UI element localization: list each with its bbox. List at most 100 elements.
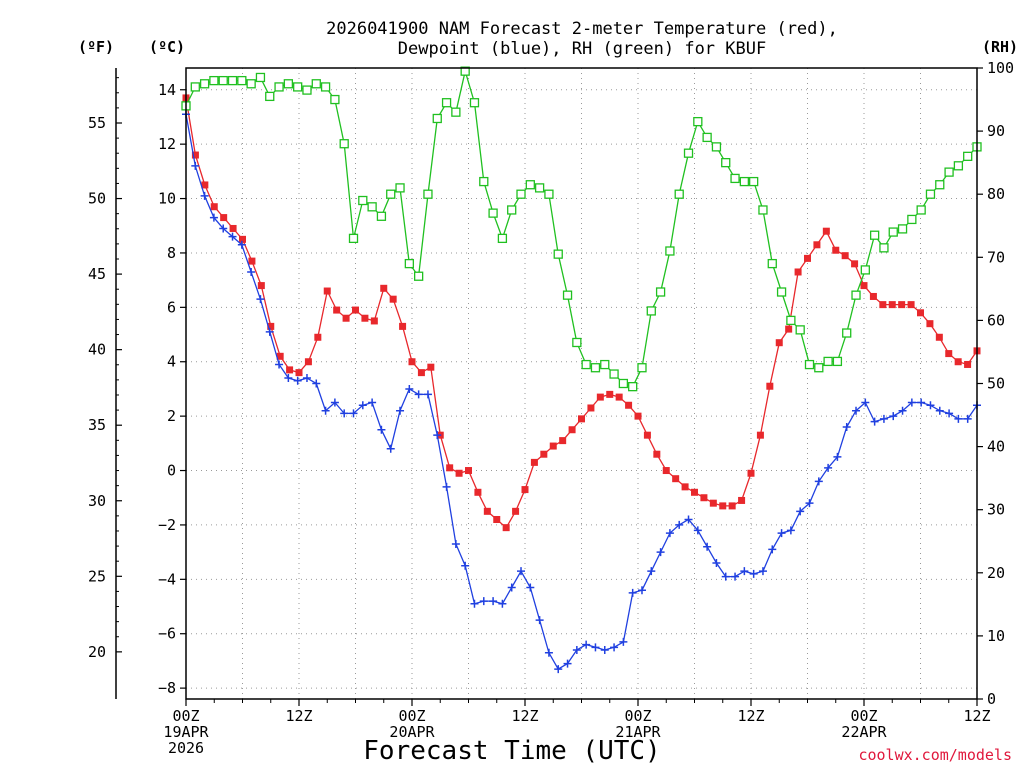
temperature-point xyxy=(502,524,510,532)
series-temperature xyxy=(182,94,981,532)
temperature-point xyxy=(465,467,472,475)
dewpoint-point xyxy=(628,588,637,597)
temperature-point xyxy=(201,181,209,189)
dewpoint-point xyxy=(423,390,432,399)
rh-point xyxy=(693,116,703,127)
temperature-point xyxy=(333,306,341,314)
dewpoint-point xyxy=(777,529,786,538)
rh-point xyxy=(823,356,833,367)
rh-point xyxy=(851,290,861,300)
temperature-point xyxy=(964,360,972,368)
celsius-tick-label: 14 xyxy=(158,81,176,99)
temperature-point xyxy=(917,309,924,317)
dewpoint-point xyxy=(954,414,963,423)
rh-point xyxy=(758,205,768,215)
rh-point xyxy=(907,214,917,225)
dewpoint-point xyxy=(433,431,442,440)
dewpoint-point xyxy=(870,417,879,426)
dewpoint-point xyxy=(247,267,256,276)
temperature-point xyxy=(653,450,661,458)
celsius-tick-label: −2 xyxy=(158,516,176,534)
celsius-tick-label: 12 xyxy=(158,135,176,153)
x-tick-label: 00Z xyxy=(850,707,877,725)
temperature-point xyxy=(832,246,840,254)
rh-point xyxy=(516,189,526,199)
dewpoint-point xyxy=(963,414,972,423)
rh-point xyxy=(386,189,396,199)
rh-point xyxy=(609,369,619,379)
celsius-tick-label: 8 xyxy=(167,244,176,262)
dewpoint-point xyxy=(377,425,386,434)
temperature-point xyxy=(625,401,633,409)
dewpoint-point xyxy=(647,567,656,576)
rh-point xyxy=(293,82,303,92)
dewpoint-point xyxy=(442,482,451,491)
rh-point xyxy=(376,211,387,221)
dewpoint-point xyxy=(665,529,674,538)
dewpoint-point xyxy=(796,507,805,516)
x-tick-label: 2026 xyxy=(168,739,204,757)
temperature-point xyxy=(342,314,350,322)
temperature-point xyxy=(323,287,331,295)
rh-point xyxy=(628,382,638,392)
rh-point xyxy=(199,79,210,89)
rh-point xyxy=(581,359,591,370)
rh-point xyxy=(311,79,321,89)
temperature-point xyxy=(879,301,887,309)
celsius-tick-label: −4 xyxy=(158,570,176,588)
temperature-point xyxy=(493,515,501,523)
dewpoint-point xyxy=(703,542,712,551)
celsius-tick-label: 6 xyxy=(167,298,176,316)
rh-point xyxy=(469,98,480,108)
rh-point xyxy=(897,224,908,234)
rh-tick-label: 100 xyxy=(987,59,1014,77)
dewpoint-point xyxy=(712,559,721,568)
dewpoint-point xyxy=(619,637,628,646)
rh-point xyxy=(190,82,200,92)
dewpoint-point xyxy=(945,409,954,418)
temperature-point xyxy=(229,224,237,232)
temperature-point xyxy=(257,282,265,290)
temperature-point xyxy=(926,320,934,328)
celsius-tick-label: 0 xyxy=(167,462,176,480)
rh-point xyxy=(413,271,424,281)
rh-tick-label: 20 xyxy=(987,564,1005,582)
temperature-point xyxy=(738,496,746,504)
dewpoint-point xyxy=(265,327,274,336)
dewpoint-point xyxy=(693,526,702,535)
x-tick-label: 00Z xyxy=(398,707,425,725)
dewpoint-point xyxy=(554,665,563,674)
temperature-point xyxy=(512,507,520,515)
rh-point xyxy=(497,233,508,244)
dewpoint-point xyxy=(302,374,311,383)
temperature-point xyxy=(314,333,322,341)
temperature-point xyxy=(276,352,284,360)
dewpoint-point xyxy=(889,412,898,421)
temperature-point xyxy=(672,475,680,483)
dewpoint-point xyxy=(721,572,730,581)
rh-point xyxy=(590,363,601,373)
dewpoint-point xyxy=(907,398,916,407)
temperature-point xyxy=(634,412,642,420)
rh-point xyxy=(702,132,712,143)
rh-point xyxy=(404,258,414,269)
dewpoint-point xyxy=(526,583,535,592)
chart-title-line-1: 2026041900 NAM Forecast 2-meter Temperat… xyxy=(326,19,838,39)
dewpoint-point xyxy=(572,646,581,655)
temperature-point xyxy=(700,494,708,502)
dewpoint-point xyxy=(451,539,460,548)
dewpoint-point xyxy=(368,398,377,407)
temperature-point xyxy=(775,339,783,347)
temperature-point xyxy=(587,404,595,412)
dewpoint-point xyxy=(833,452,842,461)
temperature-point xyxy=(389,295,397,303)
chart-title-line-2: Dewpoint (blue), RH (green) for KBUF xyxy=(398,39,766,59)
rh-point xyxy=(860,265,870,275)
rh-point xyxy=(711,142,722,152)
temperature-point xyxy=(295,369,303,377)
fahrenheit-tick-label: 30 xyxy=(88,492,106,510)
temperature-point xyxy=(210,203,218,211)
temperature-point xyxy=(747,469,755,477)
temperature-point xyxy=(455,469,463,477)
